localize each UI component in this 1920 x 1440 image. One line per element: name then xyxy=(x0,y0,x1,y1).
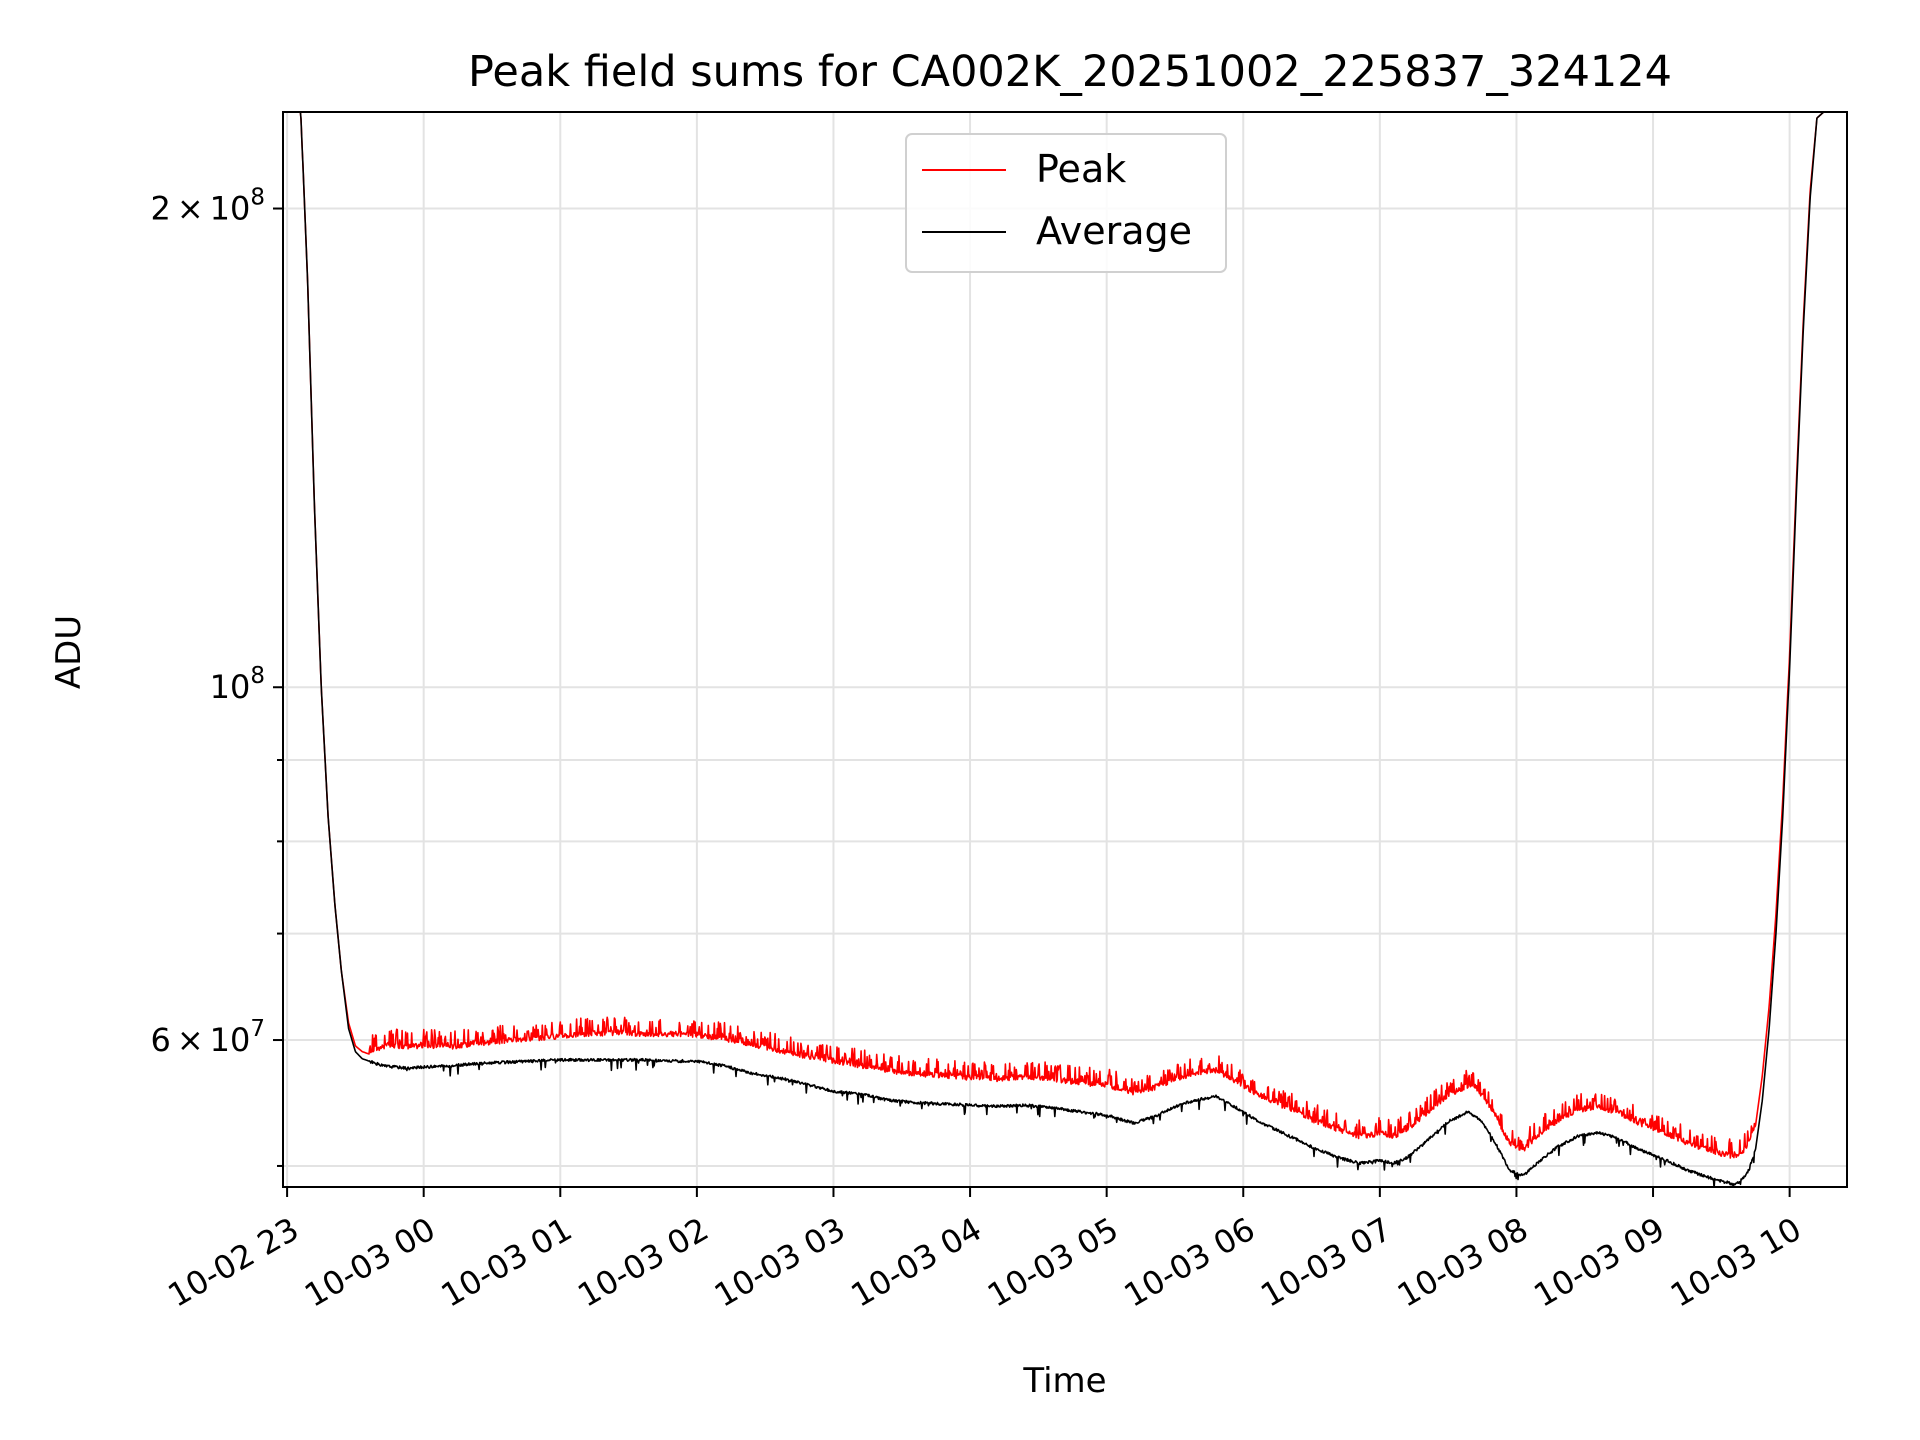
y-tick-label: 2 × 108 xyxy=(150,185,265,228)
grid xyxy=(283,112,1847,1187)
plot-frame xyxy=(282,111,1848,1188)
series-layer xyxy=(283,112,1847,1187)
series-line-average xyxy=(283,112,1847,1187)
y-axis-label: ADU xyxy=(49,615,89,689)
chart-title: Peak field sums for CA002K_20251002_2258… xyxy=(468,47,1672,97)
y-tick-label: 108 xyxy=(210,663,265,706)
legend-box xyxy=(905,133,1227,273)
legend-label-average: Average xyxy=(1036,209,1192,253)
x-axis-label: Time xyxy=(1022,1361,1106,1401)
y-tick-label: 6 × 107 xyxy=(150,1016,265,1059)
series-line-peak xyxy=(283,112,1847,1159)
legend-label-peak: Peak xyxy=(1036,147,1126,191)
legend: Peak Average xyxy=(905,133,1227,273)
y-axis: 6 × 107 108 2 × 108 xyxy=(150,185,283,1167)
